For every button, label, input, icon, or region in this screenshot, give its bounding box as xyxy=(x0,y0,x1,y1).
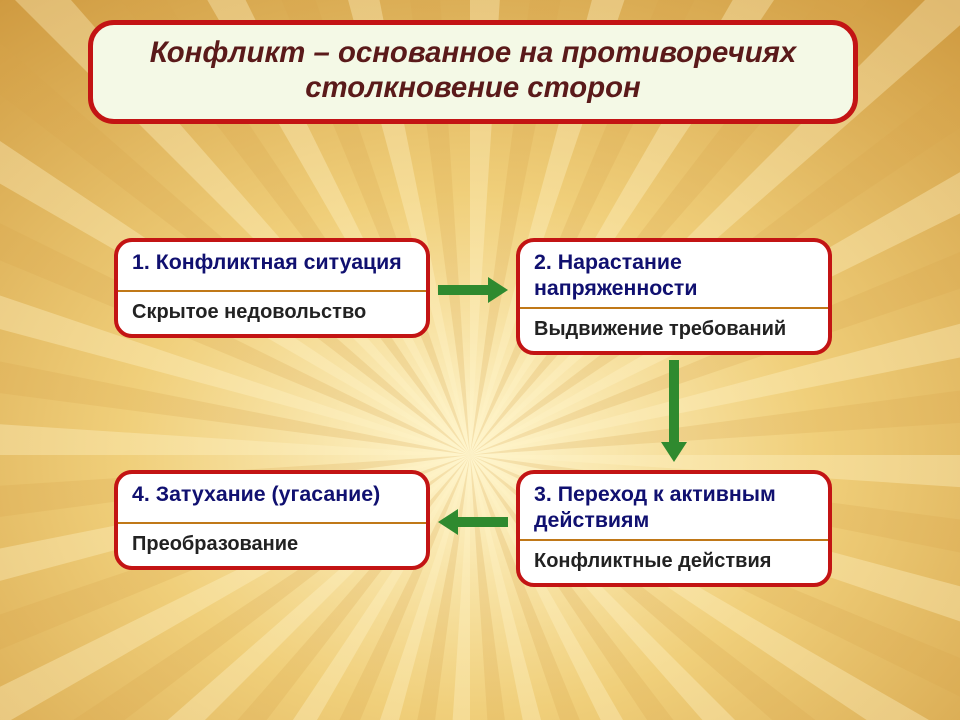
node-subtitle: Преобразование xyxy=(118,524,426,566)
node-subtitle: Выдвижение требований xyxy=(520,309,828,351)
arrow-2-3 xyxy=(659,360,689,462)
node-1: 1. Конфликтная ситуацияСкрытое недовольс… xyxy=(114,238,430,338)
node-subtitle: Скрытое недовольство xyxy=(118,292,426,334)
node-title: 3. Переход к активным действиям xyxy=(520,474,828,539)
arrow-1-2 xyxy=(438,275,508,305)
node-title: 2. Нарастание напряженности xyxy=(520,242,828,307)
node-title: 4. Затухание (угасание) xyxy=(118,474,426,522)
node-subtitle: Конфликтные действия xyxy=(520,541,828,583)
header-box: Конфликт – основанное на противоречиях с… xyxy=(88,20,858,124)
node-2: 2. Нарастание напряженностиВыдвижение тр… xyxy=(516,238,832,355)
node-4: 4. Затухание (угасание)Преобразование xyxy=(114,470,430,570)
arrow-3-4 xyxy=(438,507,508,537)
node-title: 1. Конфликтная ситуация xyxy=(118,242,426,290)
node-3: 3. Переход к активным действиямКонфликтн… xyxy=(516,470,832,587)
slide: Конфликт – основанное на противоречиях с… xyxy=(0,0,960,720)
header-text: Конфликт – основанное на противоречиях с… xyxy=(150,36,796,104)
